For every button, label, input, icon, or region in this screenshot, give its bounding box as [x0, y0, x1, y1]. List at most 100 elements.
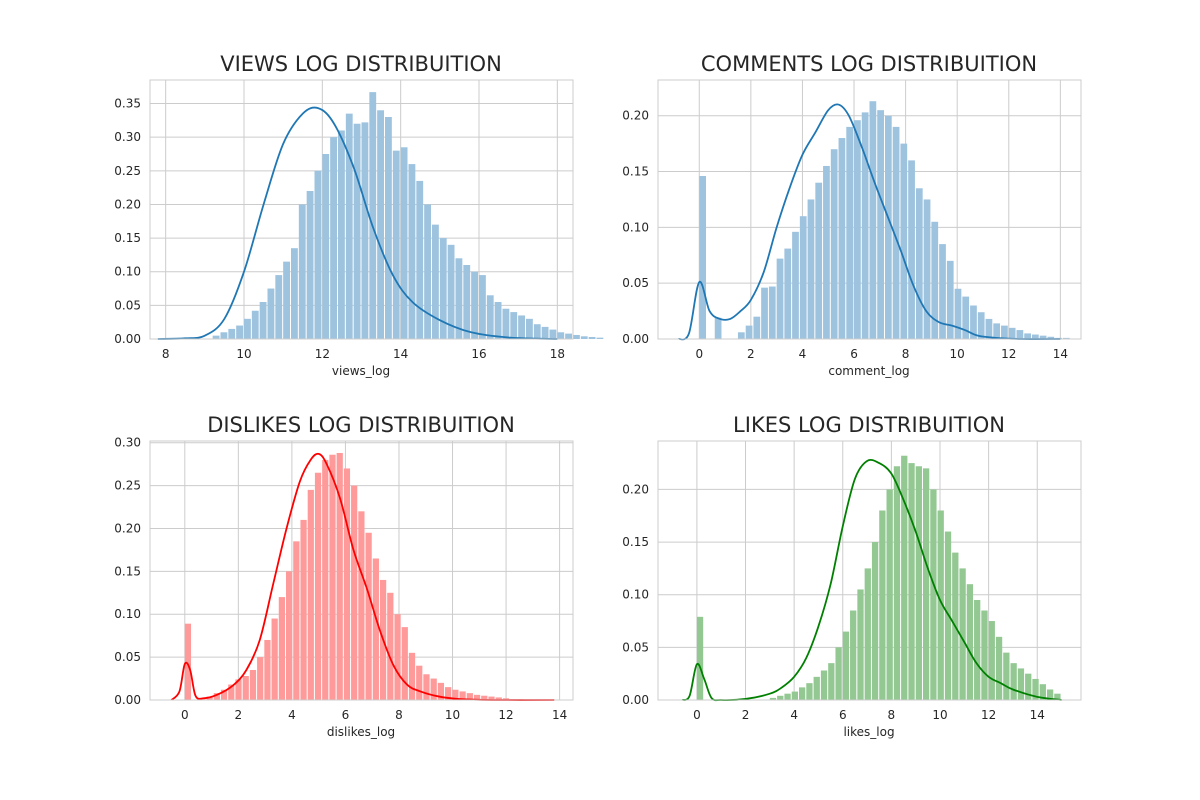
histogram-bar	[954, 288, 962, 339]
x-tick-label: 18	[550, 347, 565, 361]
x-tick-label: 0	[693, 708, 701, 722]
histogram-bar	[737, 332, 745, 339]
histogram-bar	[784, 248, 792, 339]
x-tick-label: 4	[288, 708, 296, 722]
views-title: VIEWS LOG DISTRIBUITION	[220, 52, 502, 76]
histogram-bar	[298, 204, 306, 339]
histogram-bar	[813, 676, 820, 700]
histogram-bar	[416, 180, 424, 339]
histogram-bar	[884, 115, 892, 339]
panel-comments: 0 2 4 6 8 10 12 14 0.00 0.05 0.10 0.15 0.20 COMMENTS…	[622, 52, 1082, 378]
histogram-bar	[385, 117, 392, 339]
histogram-bar	[974, 599, 981, 700]
histogram-bar	[365, 532, 372, 700]
y-tick-label: 0.20	[114, 521, 141, 535]
histogram-bar	[361, 122, 369, 339]
x-tick-label: 0	[695, 347, 703, 361]
x-tick-label: 14	[552, 708, 567, 722]
y-tick-label: 0.15	[622, 165, 649, 179]
histogram-bar	[463, 265, 471, 339]
histogram-bar	[915, 466, 922, 700]
histogram-bar	[714, 317, 722, 339]
axes-frame	[657, 440, 1082, 701]
histogram-bar	[761, 287, 768, 339]
y-tick-label: 0.25	[114, 479, 141, 493]
histogram-bar	[408, 164, 416, 339]
y-tick-label: 0.20	[622, 482, 649, 496]
histogram-bar	[930, 489, 937, 700]
histogram-bar	[985, 318, 993, 339]
histogram-bar	[322, 459, 329, 700]
y-tick-label: 0.20	[114, 197, 141, 211]
axes-frame	[149, 440, 574, 701]
histogram-bar	[806, 683, 813, 700]
histogram-bar	[502, 308, 510, 339]
histogram-bar	[400, 147, 408, 339]
y-tick-label: 0.15	[114, 564, 141, 578]
histogram-bar	[377, 110, 384, 339]
histogram-bar	[259, 302, 267, 339]
histogram-bar	[828, 663, 835, 700]
histogram-bar	[842, 631, 850, 700]
histogram-bar	[588, 336, 596, 339]
histogram-bar	[901, 455, 908, 700]
y-tick-label: 0.25	[114, 164, 141, 178]
histogram-bar	[494, 302, 502, 339]
histogram-bar	[699, 176, 707, 339]
histogram-bar	[445, 687, 452, 700]
histogram-bar	[1010, 663, 1017, 700]
histogram-bar	[1047, 336, 1055, 339]
histogram-bar	[900, 143, 908, 339]
y-tick-label: 0.10	[622, 588, 649, 602]
histogram-bar	[869, 101, 877, 339]
histogram-bar	[286, 571, 293, 700]
histogram-bar	[1025, 673, 1032, 700]
histogram-bar	[769, 697, 777, 700]
x-tick-label: 10	[932, 708, 947, 722]
y-tick-label: 0.05	[622, 276, 649, 290]
y-tick-label: 0.30	[114, 130, 141, 144]
x-tick-label: 0	[181, 708, 189, 722]
histogram-bar	[466, 693, 473, 700]
histogram-bar	[291, 248, 298, 339]
histogram-bar	[455, 258, 463, 339]
histogram-bar	[850, 610, 857, 700]
kde-line	[157, 106, 558, 340]
histogram-bar	[1017, 668, 1025, 700]
histogram-bar	[857, 589, 864, 700]
histogram-bar	[573, 334, 580, 339]
kde-line	[678, 103, 1061, 341]
x-tick-label: 12	[315, 347, 330, 361]
histogram-bar	[557, 332, 565, 339]
x-tick-label: 2	[747, 347, 755, 361]
histogram-bar	[981, 610, 988, 700]
histogram-bar	[995, 636, 1003, 700]
histogram-bar	[271, 618, 278, 700]
histogram-bar	[228, 328, 236, 339]
y-tick-label: 0.15	[622, 535, 649, 549]
dislikes-xlabel: dislikes_log	[327, 725, 395, 739]
histogram-bar	[1003, 652, 1010, 700]
histogram-bar	[815, 182, 823, 339]
x-tick-label: 12	[1001, 347, 1016, 361]
histogram-bar	[1031, 334, 1039, 339]
histogram-bar	[212, 335, 220, 339]
histogram-bar	[1016, 330, 1024, 339]
histogram-bar	[864, 568, 871, 700]
histogram-bar	[776, 258, 784, 339]
histogram-bar	[879, 510, 886, 700]
histogram-bar	[931, 221, 939, 339]
histogram-bar	[479, 275, 486, 339]
histogram-bar	[275, 275, 283, 339]
histogram-bar	[473, 694, 481, 700]
histogram-bar	[345, 113, 353, 340]
y-tick-label: 0.10	[114, 265, 141, 279]
histogram-bar	[518, 315, 525, 339]
histogram-bar	[257, 657, 264, 700]
histogram-bar	[432, 224, 439, 339]
histogram-bar	[966, 584, 974, 700]
x-tick-label: 8	[888, 708, 896, 722]
histogram-bar	[565, 333, 572, 339]
histogram-bar	[369, 92, 377, 339]
histogram-bar	[784, 693, 791, 700]
